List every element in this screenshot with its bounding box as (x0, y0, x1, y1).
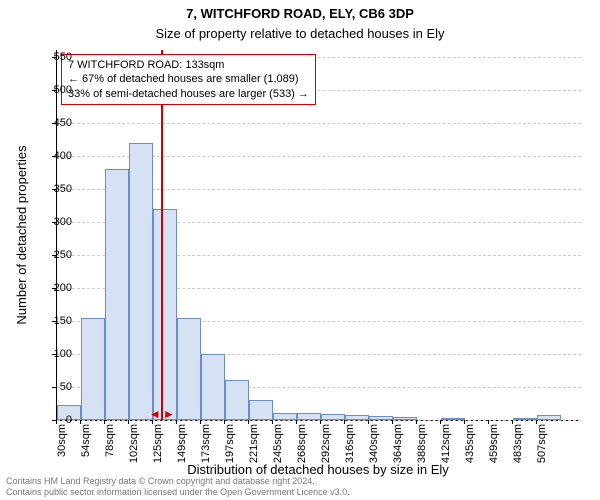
plot-area: ◄► 7 WITCHFORD ROAD: 133sqm← 67% of detac… (56, 50, 581, 421)
x-tick-label: 364sqm (392, 424, 404, 474)
y-axis-label: Number of detached properties (14, 50, 29, 420)
histogram-bar (81, 318, 105, 420)
histogram-bar (153, 209, 177, 420)
chart-subtitle: Size of property relative to detached ho… (0, 26, 600, 41)
chart-title: 7, WITCHFORD ROAD, ELY, CB6 3DP (0, 6, 600, 21)
footer-line-2: Contains public sector information licen… (6, 487, 350, 498)
histogram-bar (201, 354, 225, 420)
y-tick-mark (52, 255, 56, 256)
histogram-bar (393, 417, 417, 420)
x-tick-label: 125sqm (152, 424, 164, 474)
reference-line (161, 50, 163, 420)
histogram-bar (225, 380, 249, 420)
x-tick-label: 268sqm (296, 424, 308, 474)
x-tick-label: 316sqm (344, 424, 356, 474)
y-tick-mark (52, 57, 56, 58)
callout-box: 7 WITCHFORD ROAD: 133sqm← 67% of detache… (61, 54, 316, 105)
marker-arrow-left: ◄ (149, 408, 161, 420)
histogram-bar (537, 415, 561, 420)
x-tick-label: 340sqm (368, 424, 380, 474)
histogram-bar (321, 414, 345, 420)
y-tick-mark (52, 156, 56, 157)
x-tick-label: 102sqm (128, 424, 140, 474)
gridline (57, 420, 581, 421)
y-tick-mark (52, 222, 56, 223)
histogram-bar (369, 416, 393, 420)
x-tick-label: 483sqm (512, 424, 524, 474)
y-tick-mark (52, 90, 56, 91)
y-tick-mark (52, 123, 56, 124)
y-tick-mark (52, 387, 56, 388)
x-tick-label: 412sqm (440, 424, 452, 474)
x-tick-label: 388sqm (416, 424, 428, 474)
histogram-bar (129, 143, 153, 421)
histogram-bar (273, 413, 297, 420)
y-tick-mark (52, 189, 56, 190)
x-tick-label: 78sqm (104, 424, 116, 474)
y-tick-mark (52, 354, 56, 355)
callout-line: 33% of semi-detached houses are larger (… (68, 87, 309, 101)
histogram-bar (105, 169, 129, 420)
x-tick-label: 30sqm (56, 424, 68, 474)
footer-attribution: Contains HM Land Registry data © Crown c… (6, 476, 350, 498)
footer-line-1: Contains HM Land Registry data © Crown c… (6, 476, 350, 487)
gridline (57, 123, 581, 124)
x-tick-label: 221sqm (248, 424, 260, 474)
histogram-bar (345, 415, 369, 420)
x-tick-label: 507sqm (536, 424, 548, 474)
x-tick-label: 459sqm (488, 424, 500, 474)
x-tick-label: 245sqm (272, 424, 284, 474)
histogram-bar (513, 418, 537, 420)
histogram-bar (441, 418, 465, 420)
y-tick-mark (52, 288, 56, 289)
x-tick-label: 292sqm (320, 424, 332, 474)
marker-arrow-right: ► (163, 408, 175, 420)
x-tick-label: 173sqm (200, 424, 212, 474)
y-tick-mark (52, 321, 56, 322)
callout-line: ← 67% of detached houses are smaller (1,… (68, 72, 309, 86)
histogram-bar (297, 413, 321, 420)
x-tick-label: 435sqm (464, 424, 476, 474)
x-tick-label: 197sqm (224, 424, 236, 474)
x-tick-label: 149sqm (176, 424, 188, 474)
x-tick-label: 54sqm (80, 424, 92, 474)
histogram-bar (249, 400, 273, 420)
histogram-bar (177, 318, 201, 420)
callout-line: 7 WITCHFORD ROAD: 133sqm (68, 58, 309, 72)
